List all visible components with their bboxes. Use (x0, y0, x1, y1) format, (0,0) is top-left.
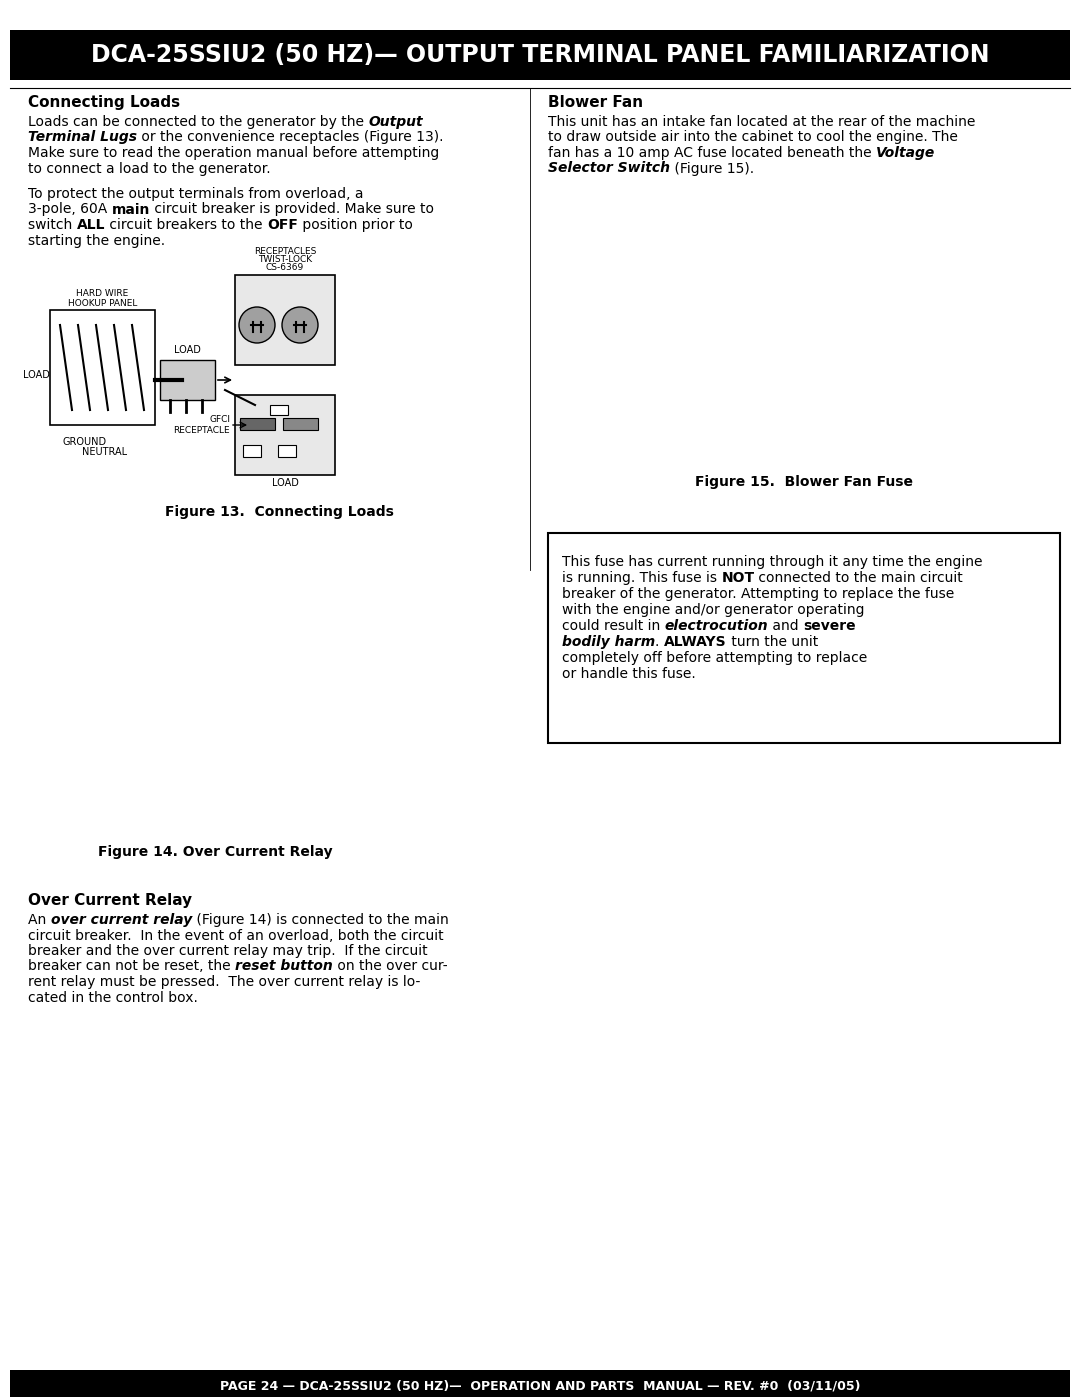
Text: HARD WIRE
HOOKUP PANEL: HARD WIRE HOOKUP PANEL (68, 289, 137, 307)
Text: This fuse has current running through it any time the engine: This fuse has current running through it… (562, 555, 983, 569)
Text: or handle this fuse.: or handle this fuse. (562, 666, 696, 680)
Bar (160, 360, 215, 400)
Text: connected to the main circuit: connected to the main circuit (755, 571, 963, 585)
Text: CS-6369: CS-6369 (266, 263, 305, 272)
Text: NEUTRAL: NEUTRAL (82, 447, 127, 457)
Text: breaker can not be reset, the: breaker can not be reset, the (28, 960, 235, 974)
Text: LOAD: LOAD (23, 370, 50, 380)
Text: position prior to: position prior to (298, 218, 413, 232)
Text: Voltage: Voltage (876, 147, 935, 161)
Text: electrocution: electrocution (664, 619, 768, 633)
Text: LOAD: LOAD (271, 478, 298, 488)
Bar (278, 446, 296, 457)
Text: LOAD: LOAD (174, 345, 201, 355)
Text: Figure 15.  Blower Fan Fuse: Figure 15. Blower Fan Fuse (696, 475, 913, 489)
Text: or the convenience receptacles (Figure 13).: or the convenience receptacles (Figure 1… (137, 130, 444, 144)
Text: Figure 13.  Connecting Loads: Figure 13. Connecting Loads (164, 504, 393, 520)
Circle shape (282, 307, 318, 344)
Bar (10, 1370, 1070, 1397)
Text: (Figure 14) is connected to the main: (Figure 14) is connected to the main (192, 914, 448, 928)
Text: OFF: OFF (267, 218, 298, 232)
Text: .: . (656, 636, 664, 650)
Bar (240, 418, 275, 430)
Text: NOT: NOT (721, 571, 755, 585)
Bar (270, 405, 288, 415)
Text: severe: severe (804, 619, 855, 633)
Circle shape (239, 307, 275, 344)
Text: RECEPTACLES: RECEPTACLES (254, 247, 316, 256)
Text: is running. This fuse is: is running. This fuse is (562, 571, 721, 585)
Text: and: and (768, 619, 804, 633)
Text: Terminal Lugs: Terminal Lugs (28, 130, 137, 144)
Text: Connecting Loads: Connecting Loads (28, 95, 180, 110)
Text: to connect a load to the generator.: to connect a load to the generator. (28, 162, 271, 176)
Text: To protect the output terminals from overload, a: To protect the output terminals from ove… (28, 187, 364, 201)
Text: with the engine and/or generator operating: with the engine and/or generator operati… (562, 604, 864, 617)
Bar (235, 395, 335, 475)
Bar (283, 418, 318, 430)
Text: completely off before attempting to replace: completely off before attempting to repl… (562, 651, 867, 665)
Text: TWIST-LOCK: TWIST-LOCK (258, 256, 312, 264)
Text: could result in: could result in (562, 619, 664, 633)
Bar (548, 534, 1059, 743)
Text: circuit breaker is provided. Make sure to: circuit breaker is provided. Make sure t… (150, 203, 434, 217)
Text: on the over cur-: on the over cur- (333, 960, 447, 974)
Bar (10, 29, 1070, 80)
Text: Figure 14. Over Current Relay: Figure 14. Over Current Relay (98, 845, 333, 859)
Text: turn the unit: turn the unit (727, 636, 818, 650)
Text: over current relay: over current relay (51, 914, 192, 928)
Text: GROUND: GROUND (63, 437, 107, 447)
Text: Over Current Relay: Over Current Relay (28, 893, 192, 908)
Bar (50, 310, 156, 425)
Text: circuit breaker.  In the event of an overload, both the circuit: circuit breaker. In the event of an over… (28, 929, 444, 943)
Text: Loads can be connected to the generator by the: Loads can be connected to the generator … (28, 115, 368, 129)
Text: breaker of the generator. Attempting to replace the fuse: breaker of the generator. Attempting to … (562, 587, 955, 601)
Text: breaker and the over current relay may trip.  If the circuit: breaker and the over current relay may t… (28, 944, 428, 958)
Text: An: An (28, 914, 51, 928)
Text: GFCI
RECEPTACLE: GFCI RECEPTACLE (174, 415, 230, 434)
Text: ALL: ALL (77, 218, 105, 232)
Text: Make sure to read the operation manual before attempting: Make sure to read the operation manual b… (28, 147, 440, 161)
Text: ALWAYS: ALWAYS (664, 636, 727, 650)
Text: starting the engine.: starting the engine. (28, 233, 165, 247)
Bar (235, 275, 335, 365)
Text: main: main (111, 203, 150, 217)
Text: Blower Fan: Blower Fan (548, 95, 643, 110)
Text: rent relay must be pressed.  The over current relay is lo-: rent relay must be pressed. The over cur… (28, 975, 420, 989)
Text: Output: Output (368, 115, 423, 129)
Text: circuit breakers to the: circuit breakers to the (105, 218, 267, 232)
Text: 3-pole, 60A: 3-pole, 60A (28, 203, 111, 217)
Text: fan has a 10 amp AC fuse located beneath the: fan has a 10 amp AC fuse located beneath… (548, 147, 876, 161)
Text: switch: switch (28, 218, 77, 232)
Text: Selector Switch: Selector Switch (548, 162, 670, 176)
Text: cated in the control box.: cated in the control box. (28, 990, 198, 1004)
Text: bodily harm: bodily harm (562, 636, 656, 650)
Text: DCA-25SSIU2 (50 HZ)— OUTPUT TERMINAL PANEL FAMILIARIZATION: DCA-25SSIU2 (50 HZ)— OUTPUT TERMINAL PAN… (91, 43, 989, 67)
Text: (Figure 15).: (Figure 15). (670, 162, 754, 176)
Text: This unit has an intake fan located at the rear of the machine: This unit has an intake fan located at t… (548, 115, 975, 129)
Text: reset button: reset button (235, 960, 333, 974)
Text: to draw outside air into the cabinet to cool the engine. The: to draw outside air into the cabinet to … (548, 130, 958, 144)
Text: PAGE 24 — DCA-25SSIU2 (50 HZ)—  OPERATION AND PARTS  MANUAL — REV. #0  (03/11/05: PAGE 24 — DCA-25SSIU2 (50 HZ)— OPERATION… (219, 1379, 861, 1393)
Bar (243, 446, 261, 457)
